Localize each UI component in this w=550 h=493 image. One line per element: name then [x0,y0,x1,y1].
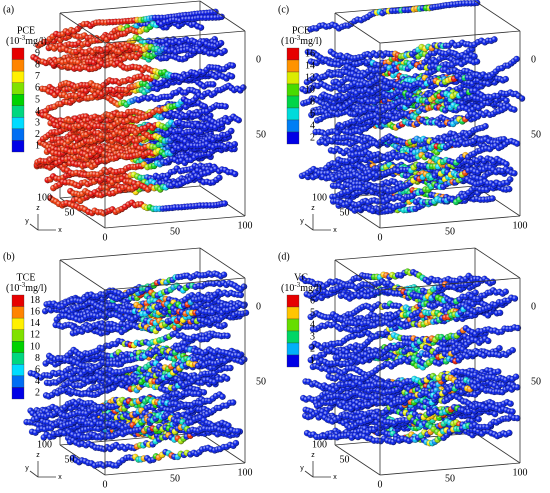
particle-shade [240,84,247,91]
panel: 05010010050050xyz(c)PCE(10-3mg/l)1614121… [278,0,541,243]
legend-tick-label: 9 [35,48,40,59]
legend-tick-label: 5 [35,94,40,105]
legend-tick-label: 7 [35,71,40,82]
triad-axis [29,223,39,231]
legend-tick-label: 4 [35,106,40,117]
particle-shade [235,117,242,124]
legend-swatch [11,128,25,141]
x-tick-label: 100 [238,220,253,231]
particle-shade [229,62,236,69]
particle-shade [232,170,239,178]
legend-swatch [11,47,25,60]
particle-shade [216,174,223,181]
panel: 05010010050050xyz(a)PCE(10-3mg/l)9876543… [3,0,266,243]
legend-tick-label: 8 [35,60,40,71]
legend-tick-label: 6 [35,83,40,94]
legend-unit: (10-3mg/l) [6,34,47,48]
particle-shade [228,127,235,135]
particle-shade [197,24,205,31]
legend-swatch [11,59,25,72]
particle-shade [221,48,228,55]
particle-shade [221,200,228,207]
particle-shade [222,103,229,110]
z-tick-label: 0 [256,54,261,65]
legend-swatch [11,94,25,106]
x-tick-label: 50 [170,226,180,237]
legend-tick-label: 1 [35,141,40,152]
legend-swatch [11,140,25,153]
y-tick-label: 100 [37,192,52,203]
particle-shade [231,141,238,148]
legend-swatch [11,105,25,118]
panel-label: (a) [3,4,14,15]
triad-label: y [25,218,29,225]
legend-tick-label: 2 [35,129,40,140]
particle-shade [218,40,225,47]
legend-unit-part: (10 [6,36,19,47]
triad-label: x [58,227,62,234]
particle-shade [210,81,217,88]
box-edge [59,0,201,14]
y-tick-label: 50 [65,207,75,218]
triad-label: z [36,205,40,212]
z-tick-label: 50 [256,129,266,140]
legend-swatch [11,70,25,83]
legend-unit-part: mg/l) [25,36,47,47]
legend-swatch [11,82,25,95]
particle-shade [228,73,236,80]
legend-swatch [11,117,25,130]
x-tick-label: 0 [103,232,108,243]
legend-tick-label: 3 [35,117,40,128]
